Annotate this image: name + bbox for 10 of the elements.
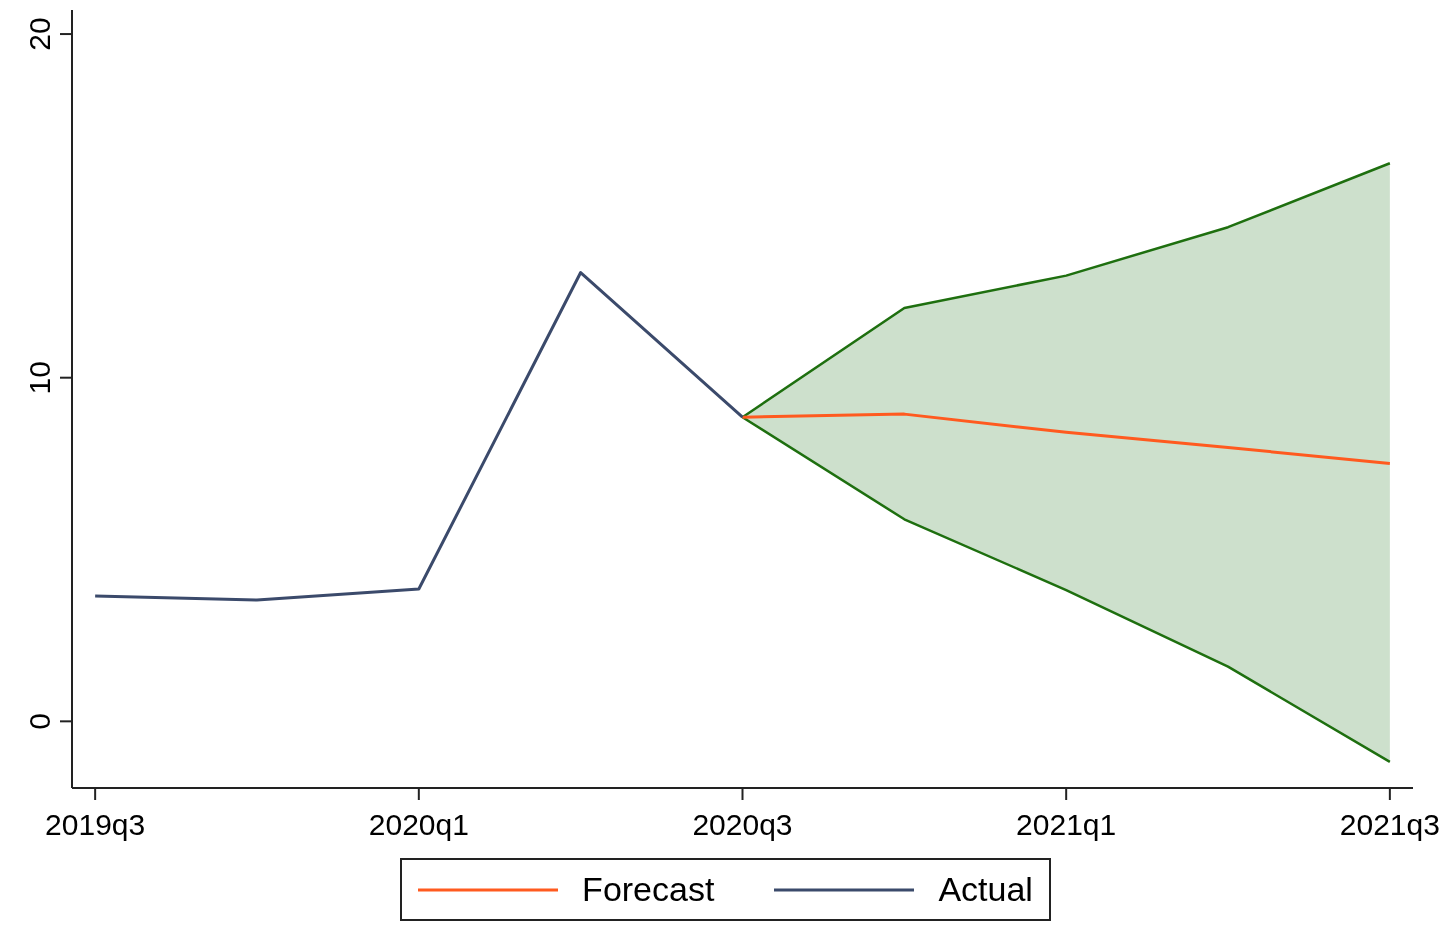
y-tick-label: 20 xyxy=(23,17,56,51)
x-tick-label: 2021q3 xyxy=(1339,808,1440,842)
x-tick-label: 2020q1 xyxy=(368,808,469,842)
x-tick-label: 2019q3 xyxy=(45,808,146,842)
legend-label: Forecast xyxy=(582,870,715,909)
legend-label: Actual xyxy=(938,870,1033,909)
x-tick-label: 2021q1 xyxy=(1016,808,1117,842)
x-tick-label: 2020q3 xyxy=(692,808,793,842)
y-tick-label: 0 xyxy=(23,712,56,730)
y-tick-label: 10 xyxy=(23,361,56,395)
